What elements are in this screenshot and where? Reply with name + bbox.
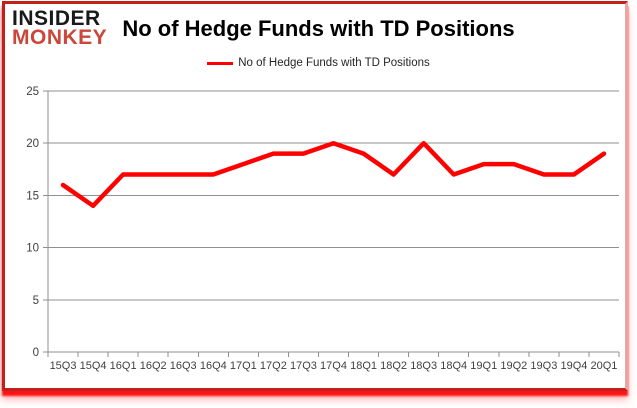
y-axis-label: 10 (26, 243, 39, 255)
y-axis-label: 5 (33, 295, 39, 307)
x-axis-label: 16Q4 (200, 360, 227, 372)
x-axis-label: 20Q1 (591, 360, 618, 372)
legend: No of Hedge Funds with TD Positions (0, 57, 637, 69)
x-axis-label: 19Q1 (470, 360, 497, 372)
x-axis-label: 17Q1 (230, 360, 257, 372)
x-axis-label: 19Q2 (500, 360, 527, 372)
x-axis-label: 15Q4 (80, 360, 107, 372)
x-axis-label: 19Q4 (560, 360, 587, 372)
x-axis-label: 18Q1 (350, 360, 377, 372)
x-axis-label: 18Q3 (410, 360, 437, 372)
y-axis-label: 0 (33, 347, 39, 359)
chart-frame (2, 1, 628, 391)
legend-label: No of Hedge Funds with TD Positions (238, 57, 430, 69)
x-axis-label: 16Q3 (170, 360, 197, 372)
x-axis-label: 16Q2 (140, 360, 167, 372)
x-axis-label: 18Q2 (380, 360, 407, 372)
logo-line-insider: INSIDER (12, 7, 101, 30)
y-axis-label: 20 (26, 138, 39, 150)
x-axis-label: 17Q4 (320, 360, 347, 372)
x-axis-label: 19Q3 (530, 360, 557, 372)
legend-line-swatch (207, 61, 234, 65)
series-line (60, 140, 607, 209)
x-axis-label: 15Q3 (50, 360, 77, 372)
x-axis-label: 18Q4 (440, 360, 467, 372)
chart-title: No of Hedge Funds with TD Positions (122, 16, 515, 41)
y-axis-label: 15 (26, 190, 39, 202)
x-axis-label: 16Q1 (110, 360, 137, 372)
logo-line-monkey: MONKEY (12, 26, 108, 50)
x-axis-label: 17Q3 (290, 360, 317, 372)
x-axis-label: 17Q2 (260, 360, 287, 372)
y-axis-label: 25 (26, 86, 39, 98)
insider-monkey-logo: INSIDER MONKEY (12, 7, 108, 50)
